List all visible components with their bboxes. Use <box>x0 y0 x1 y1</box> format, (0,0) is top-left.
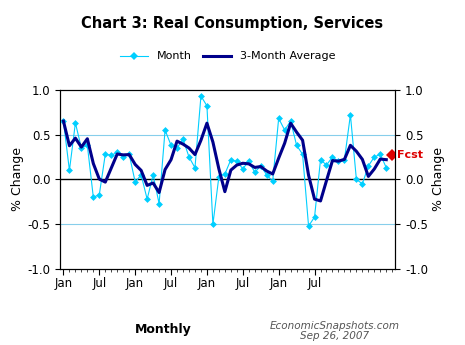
Legend: Month, 3-Month Average: Month, 3-Month Average <box>116 47 340 66</box>
Y-axis label: % Change: % Change <box>11 147 24 211</box>
Text: Fcst: Fcst <box>397 150 423 160</box>
Text: Sep 26, 2007: Sep 26, 2007 <box>300 332 369 341</box>
Text: Monthly: Monthly <box>134 323 191 336</box>
Text: EconomicSnapshots.com: EconomicSnapshots.com <box>270 321 400 331</box>
Text: Chart 3: Real Consumption, Services: Chart 3: Real Consumption, Services <box>81 16 384 30</box>
Y-axis label: % Change: % Change <box>432 147 445 211</box>
